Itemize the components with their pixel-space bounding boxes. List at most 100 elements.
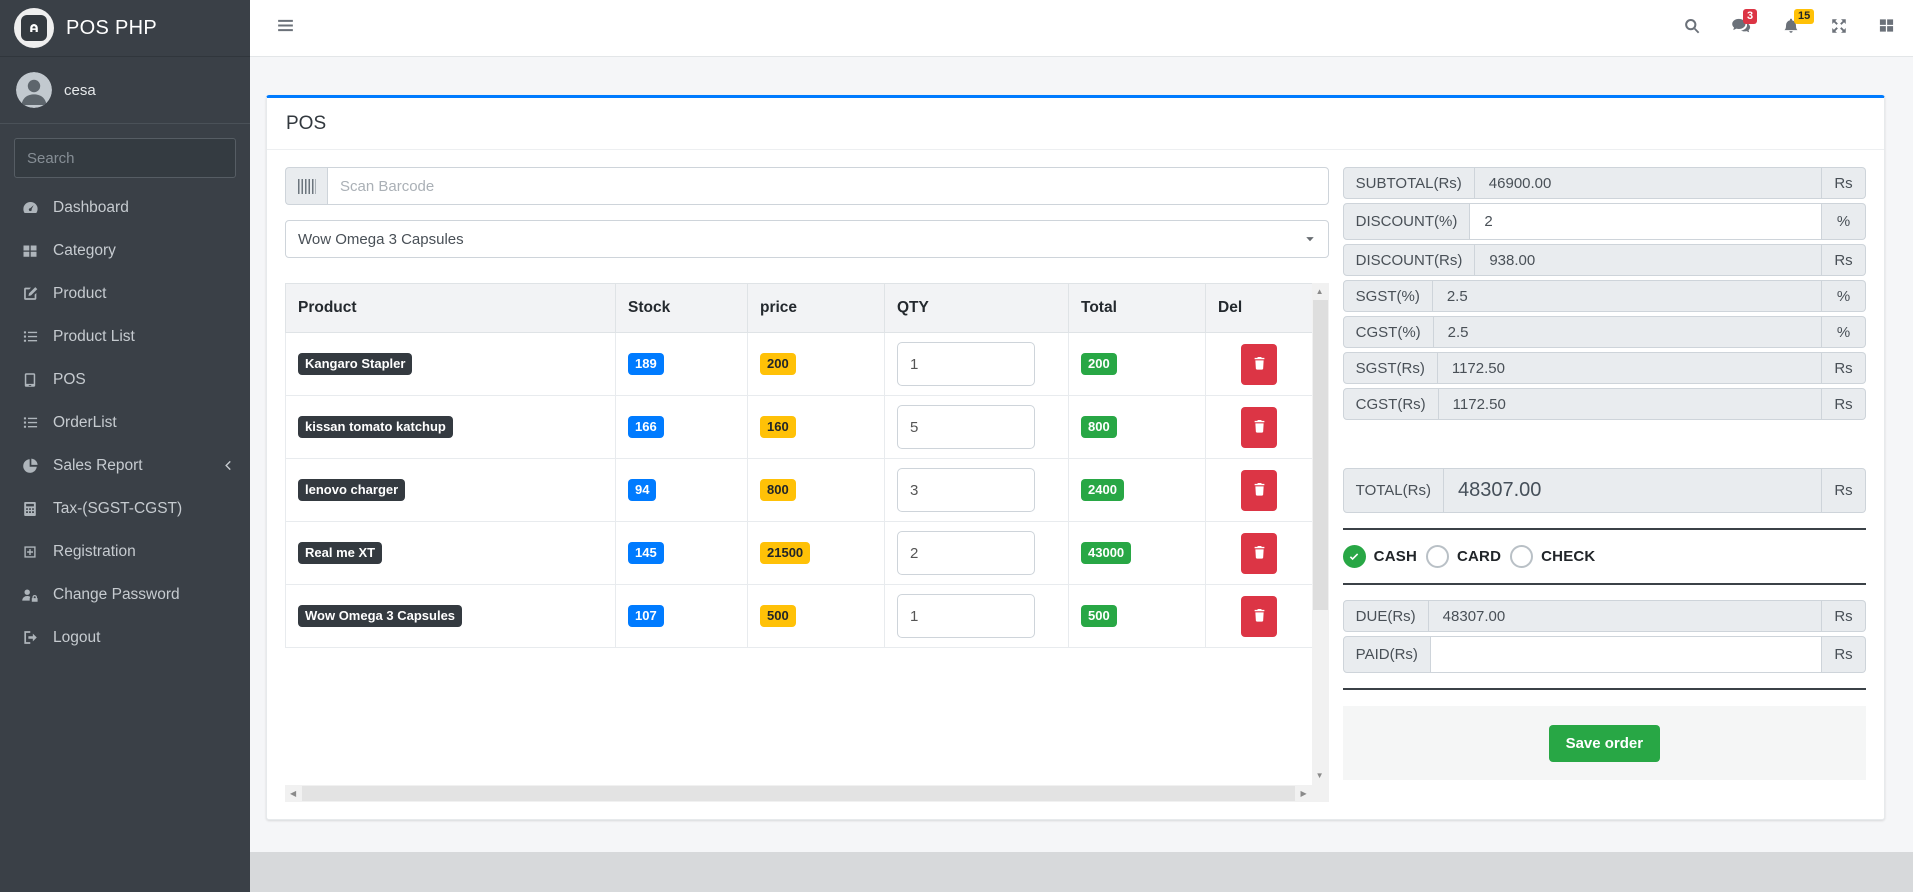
summary-value: 46900.00 [1474,167,1822,199]
messages-button[interactable]: 3 [1731,8,1758,40]
total-badge: 500 [1081,604,1117,628]
sidebar-item-change-password[interactable]: Change Password [0,573,250,616]
sidebar-item-product-list[interactable]: Product List [0,315,250,358]
payment-option-cash[interactable]: CASH [1342,545,1417,568]
payment-option-card[interactable]: CARD [1425,545,1501,568]
app-logo-icon [14,8,54,48]
sidebar-item-dashboard[interactable]: Dashboard [0,186,250,229]
sidebar-item-logout[interactable]: Logout [0,616,250,659]
check-circle-icon[interactable] [1342,545,1366,568]
sidebar-item-pos[interactable]: POS [0,358,250,401]
hamburger-icon [276,16,295,40]
delete-row-button[interactable] [1241,343,1277,385]
qty-input[interactable] [897,531,1035,575]
divider [1342,528,1866,530]
radio-icon[interactable] [1510,545,1534,568]
menu-toggle-button[interactable] [276,16,295,40]
summary-label: DISCOUNT(%) [1342,203,1471,240]
summary-row-sgst-rs: SGST(Rs) 1172.50 Rs [1342,352,1866,384]
expand-arrows-icon [1830,17,1848,40]
vertical-scroll-thumb[interactable] [1312,300,1328,610]
qty-input[interactable] [897,342,1035,386]
scan-barcode-input[interactable] [327,167,1329,205]
sidebar-item-orderlist[interactable]: OrderList [0,401,250,444]
total-badge: 800 [1081,415,1117,439]
payment-option-check[interactable]: CHECK [1510,545,1595,568]
logout-icon [18,629,42,646]
plus-square-icon [18,544,42,560]
product-select-value: Wow Omega 3 Capsules [298,230,464,248]
summary-row-sgst: SGST(%) 2.5 % [1342,280,1866,312]
price-badge: 200 [760,352,796,376]
delete-row-button[interactable] [1241,532,1277,574]
pie-icon [18,457,42,474]
apps-grid-button[interactable] [1878,17,1895,39]
sidebar-item-sales-report[interactable]: Sales Report [0,444,250,487]
summary-label: SGST(Rs) [1342,352,1438,384]
table-row: Real me XT 145 21500 43000 [285,521,1313,585]
scroll-left-arrow[interactable]: ◀ [290,789,297,798]
pos-card-header: POS [267,98,1884,150]
fullscreen-button[interactable] [1830,17,1848,40]
sidebar-search-input[interactable] [15,139,235,177]
grid-icon [1878,17,1895,39]
scroll-down-arrow[interactable]: ▼ [1315,771,1324,780]
sidebar-item-tax-sgst-cgst[interactable]: Tax-(SGST-CGST) [0,487,250,530]
trash-icon [1252,418,1267,437]
qty-input[interactable] [897,468,1035,512]
user-name: cesa [64,81,96,99]
sidebar-menu: Dashboard Category Product Product List … [0,186,250,659]
radio-icon[interactable] [1425,545,1449,568]
table-row: Wow Omega 3 Capsules 107 500 500 [285,584,1313,648]
products-table: Product Stock price QTY Total Del Kangar… [285,283,1313,648]
sidebar-item-registration[interactable]: Registration [0,530,250,573]
horizontal-scrollbar[interactable]: ◀ ▶ [285,785,1312,802]
payment-label: CASH [1373,548,1417,565]
product-name-badge: lenovo charger [298,478,406,502]
edit-icon [18,285,42,302]
delete-row-button[interactable] [1241,406,1277,448]
scroll-up-arrow[interactable]: ▲ [1315,287,1324,296]
summary-row-discount-rs: DISCOUNT(Rs) 938.00 Rs [1342,244,1866,276]
qty-input[interactable] [897,594,1035,638]
total-value: 48307.00 [1443,468,1822,513]
save-order-button[interactable]: Save order [1548,724,1661,762]
sidebar-item-product[interactable]: Product [0,272,250,315]
delete-row-button[interactable] [1241,595,1277,637]
sidebar-item-category[interactable]: Category [0,229,250,272]
summary-suffix: Rs [1822,244,1866,276]
vertical-scrollbar[interactable]: ▲ ▼ [1311,283,1329,785]
stock-badge: 94 [628,478,657,502]
table-row: lenovo charger 94 800 2400 [285,458,1313,522]
horizontal-scroll-thumb[interactable] [302,786,1295,801]
top-navbar: 3 15 [250,0,1913,57]
col-price: price [747,283,885,333]
chevron-left-icon [221,459,234,472]
paid-label: PAID(Rs) [1342,636,1431,673]
user-panel: cesa [0,57,250,124]
paid-input[interactable] [1430,636,1822,673]
due-row: DUE(Rs) 48307.00 Rs [1342,600,1866,632]
summary-suffix: % [1822,316,1866,348]
product-select[interactable]: Wow Omega 3 Capsules [285,220,1329,258]
sidebar: POS PHP cesa Dashboard Category Product … [0,0,250,892]
notifications-button[interactable]: 15 [1782,8,1815,40]
th-large-icon [18,243,42,259]
summary-row-discount: DISCOUNT(%) 2 % [1342,203,1866,240]
list-icon [18,414,42,431]
topbar-search-button[interactable] [1683,17,1701,40]
summary-value: 1172.50 [1437,352,1822,384]
table-header-row: Product Stock price QTY Total Del [285,283,1313,333]
summary-value[interactable]: 2 [1470,203,1822,240]
tachometer-icon [18,199,42,216]
payment-label: CHECK [1541,548,1596,565]
trash-icon [1252,607,1267,626]
calculator-icon [18,501,42,517]
user-lock-icon [18,587,42,603]
table-row: Kangaro Stapler 189 200 200 [285,332,1313,396]
card-footer: Save order [1342,706,1866,780]
scroll-right-arrow[interactable]: ▶ [1300,789,1307,798]
delete-row-button[interactable] [1241,469,1277,511]
qty-input[interactable] [897,405,1035,449]
summary-row-subtotal-rs: SUBTOTAL(Rs) 46900.00 Rs [1342,167,1866,199]
